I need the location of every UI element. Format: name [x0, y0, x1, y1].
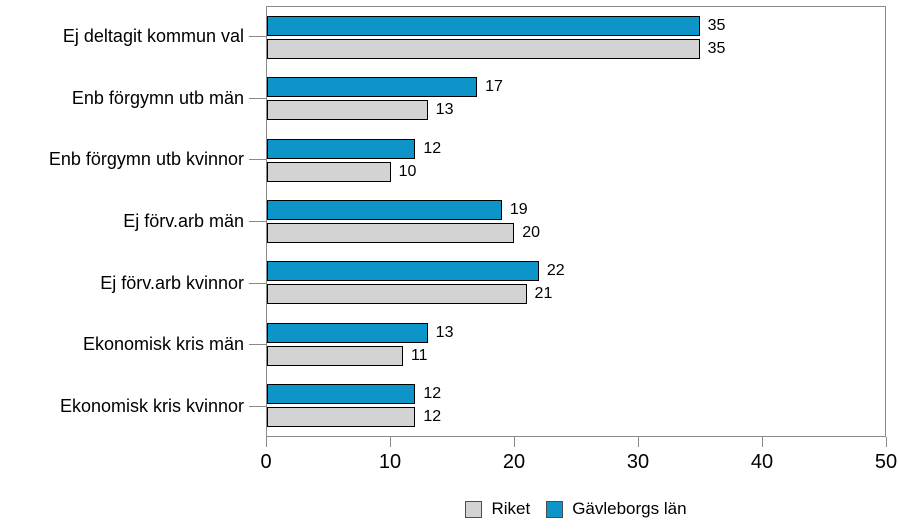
bar-row: 11: [267, 345, 885, 366]
riket-bar: [267, 345, 403, 366]
bar-group: 12 12: [267, 375, 885, 436]
category-label: Ej förv.arb kvinnor: [100, 272, 244, 293]
gavleborgs-lan-legend-swatch: [546, 500, 564, 518]
value-label: 22: [546, 262, 565, 280]
category-label: Ej förv.arb män: [123, 211, 244, 232]
category-label: Enb förgymn utb kvinnor: [48, 149, 244, 170]
bar-group: 22 21: [267, 252, 885, 313]
riket-bar: [267, 161, 391, 182]
plot-area: 35 35 17 13 12 10 19 20 22 21 13 11 12 12: [266, 6, 886, 437]
x-axis-tick-label: 50: [874, 451, 898, 473]
legend-label: Riket: [491, 499, 531, 518]
gavleborgs-lan-bar: [267, 138, 416, 159]
x-axis-tick-mark: [638, 437, 639, 447]
value-label: 10: [398, 162, 417, 180]
gavleborgs-lan-bar: [267, 383, 416, 404]
riket-bar: [267, 100, 428, 121]
legend: Riket Gävleborgs län: [266, 499, 886, 519]
riket-bar: [267, 222, 515, 243]
value-label: 21: [534, 285, 553, 303]
bar-group: 17 13: [267, 68, 885, 129]
x-axis-tick-mark: [390, 437, 391, 447]
category-label: Ej deltagit kommun val: [62, 26, 244, 47]
value-label: 35: [707, 17, 726, 35]
category-row: Ej deltagit kommun val: [0, 6, 266, 68]
riket-legend-swatch: [465, 500, 483, 518]
category-tick-mark: [249, 221, 266, 223]
category-tick-mark: [249, 405, 266, 407]
bar-group: 13 11: [267, 313, 885, 374]
bar-row: 35: [267, 16, 885, 37]
gavleborgs-lan-bar: [267, 322, 428, 343]
x-axis-tick-mark: [514, 437, 515, 447]
legend-item: Riket: [465, 499, 530, 519]
bar-row: 19: [267, 199, 885, 220]
bar-row: 22: [267, 261, 885, 282]
category-axis: Ej deltagit kommun val Enb förgymn utb mä…: [0, 6, 266, 437]
gavleborgs-lan-bar: [267, 16, 700, 37]
riket-bar: [267, 406, 416, 427]
category-tick-mark: [249, 97, 266, 99]
bar-row: 13: [267, 322, 885, 343]
x-axis-tick-mark: [266, 437, 267, 447]
value-label: 13: [435, 323, 454, 341]
legend-item: Gävleborgs län: [546, 499, 687, 519]
category-label: Ekonomisk kris män: [82, 334, 244, 355]
category-tick-mark: [249, 36, 266, 38]
gavleborgs-lan-bar: [267, 261, 539, 282]
category-row: Ej förv.arb kvinnor: [0, 252, 266, 314]
riket-bar: [267, 284, 527, 305]
bar-row: 17: [267, 77, 885, 98]
value-label: 19: [509, 200, 528, 218]
x-axis-tick-label: 40: [750, 451, 774, 473]
bar-row: 21: [267, 284, 885, 305]
value-label: 12: [423, 407, 442, 425]
legend-label: Gävleborgs län: [572, 499, 687, 518]
value-label: 35: [707, 40, 726, 58]
category-tick-mark: [249, 344, 266, 346]
value-label: 20: [522, 223, 540, 241]
x-axis-tick-label: 30: [626, 451, 650, 473]
x-axis-tick-label: 0: [260, 451, 272, 473]
category-row: Enb förgymn utb män: [0, 68, 266, 130]
category-tick-mark: [249, 282, 266, 284]
value-label: 12: [423, 384, 442, 402]
category-tick-mark: [249, 159, 266, 161]
bar-group: 12 10: [267, 130, 885, 191]
value-label: 11: [410, 346, 428, 364]
category-row: Ekonomisk kris män: [0, 314, 266, 376]
category-label: Ekonomisk kris kvinnor: [59, 395, 244, 416]
bar-row: 35: [267, 39, 885, 60]
bar-group: 19 20: [267, 191, 885, 252]
category-row: Ekonomisk kris kvinnor: [0, 375, 266, 437]
category-label: Enb förgymn utb män: [71, 87, 244, 108]
bar-row: 10: [267, 161, 885, 182]
x-axis-tick-label: 20: [502, 451, 526, 473]
x-axis-tick-mark: [886, 437, 887, 447]
value-label: 17: [485, 78, 503, 96]
x-axis-tick-mark: [762, 437, 763, 447]
x-axis: 0 10 20 30 40 50: [260, 437, 897, 487]
bar-row: 20: [267, 222, 885, 243]
x-axis-tick-label: 10: [378, 451, 402, 473]
category-row: Ej förv.arb män: [0, 191, 266, 253]
riket-bar: [267, 39, 700, 60]
value-label: 12: [423, 139, 442, 157]
bar-row: 12: [267, 383, 885, 404]
bar-group: 35 35: [267, 7, 885, 68]
bar-row: 12: [267, 138, 885, 159]
bar-row: 13: [267, 100, 885, 121]
gavleborgs-lan-bar: [267, 77, 478, 98]
value-label: 13: [435, 101, 454, 119]
bar-row: 12: [267, 406, 885, 427]
category-row: Enb förgymn utb kvinnor: [0, 129, 266, 191]
gavleborgs-lan-bar: [267, 199, 502, 220]
